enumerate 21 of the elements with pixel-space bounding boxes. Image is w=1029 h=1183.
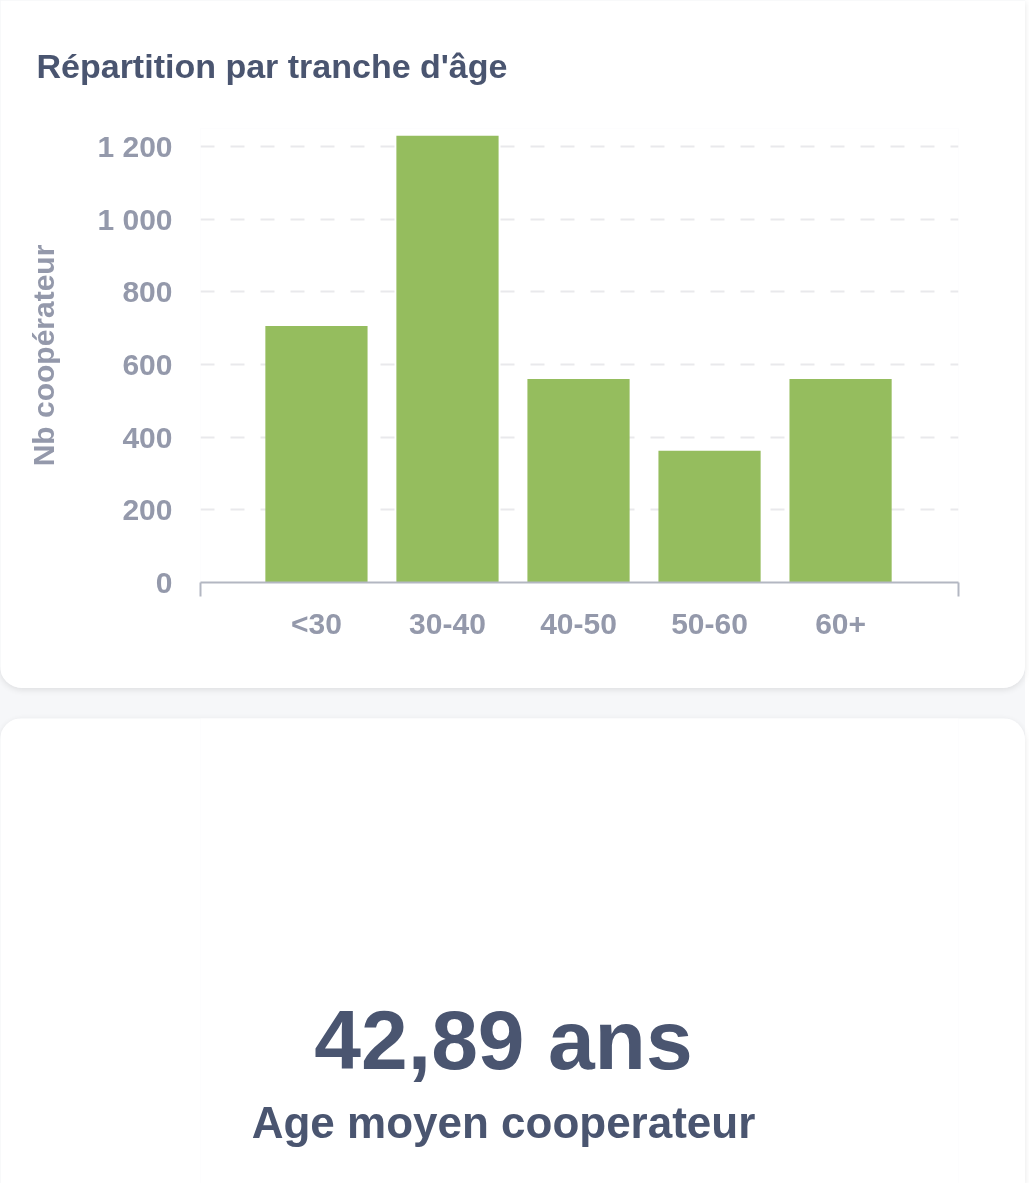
x-tick-label: 40-50 <box>540 606 617 640</box>
y-tick-label: 1 000 <box>97 202 173 236</box>
y-tick-label: 0 <box>155 566 173 599</box>
x-tick-label: 60+ <box>815 606 867 640</box>
y-tick-label: 600 <box>122 348 173 382</box>
x-tick-label: 50-60 <box>671 606 748 640</box>
y-tick-label: 1 200 <box>97 130 173 164</box>
text: 42,89 ans <box>314 992 693 1087</box>
y-axis-title: Nb coopérateur <box>27 244 61 467</box>
chart-title: Répartition par tranche d'âge <box>36 46 508 85</box>
bar <box>658 450 761 583</box>
y-tick-label: 200 <box>122 493 173 527</box>
y-tick-label: 800 <box>122 275 173 309</box>
x-tick-label: <30 <box>291 606 342 640</box>
y-tick-label: 400 <box>122 420 173 454</box>
bar <box>396 135 499 583</box>
text: Age moyen cooperateur <box>251 1098 756 1147</box>
bar <box>265 326 368 583</box>
x-tick-label: 30-40 <box>409 606 486 640</box>
bar <box>527 379 630 583</box>
bar <box>789 379 892 583</box>
